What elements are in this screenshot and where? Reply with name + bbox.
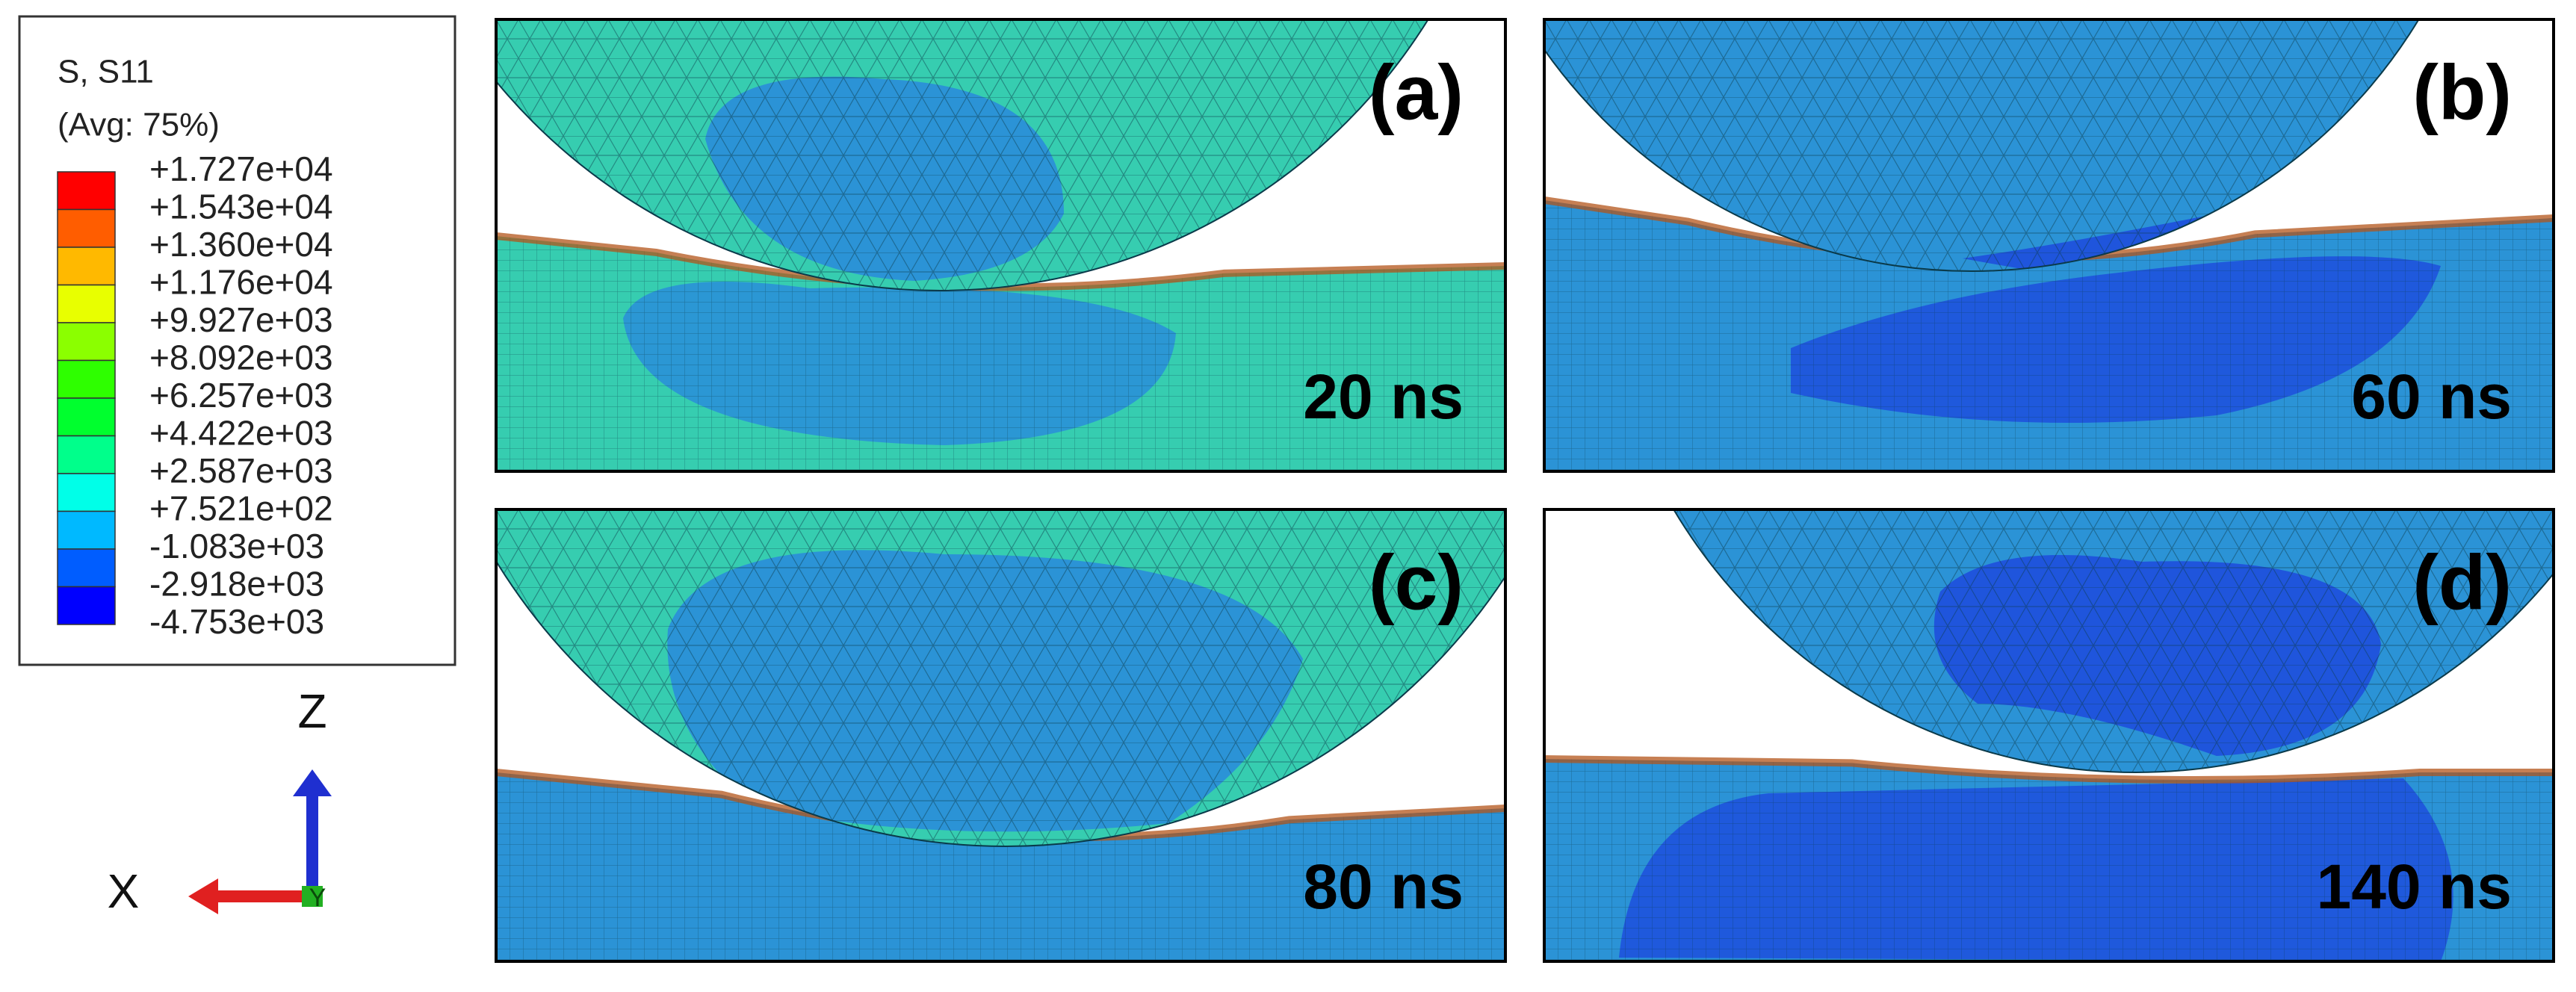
panel-label: (c)	[1369, 539, 1464, 626]
panel-content	[1544, 19, 2554, 471]
legend-label: +8.092e+03	[149, 338, 333, 377]
panel-content	[496, 19, 1505, 471]
legend-swatch	[57, 586, 116, 625]
substrate-mesh	[1544, 200, 2554, 471]
sphere-mesh	[1544, 19, 2420, 272]
time-label: 140 ns	[2316, 852, 2512, 922]
legend-swatch	[57, 397, 116, 437]
legend-label: +6.257e+03	[149, 376, 333, 415]
legend-label: +1.727e+04	[149, 149, 333, 188]
legend-subtitle: (Avg: 75%)	[58, 107, 220, 143]
surface-layer	[1544, 755, 2554, 784]
z-label: Z	[297, 684, 326, 738]
panel-label: (b)	[2412, 49, 2512, 136]
x-arrow-head	[188, 878, 218, 914]
panel-content	[1544, 509, 2554, 961]
panel: (a) 20 ns	[495, 18, 1507, 473]
sphere-mesh	[496, 19, 1429, 291]
legend-label: -1.083e+03	[149, 527, 324, 565]
substrate-mesh	[496, 236, 1505, 471]
panel-frame	[495, 18, 1507, 473]
axis-triad: Z X Y	[108, 684, 332, 918]
panel-content	[496, 509, 1505, 961]
panel: (b) 60 ns	[1543, 18, 2555, 473]
substrate-mesh	[496, 772, 1505, 961]
panel-frame	[495, 508, 1507, 963]
legend-swatch	[57, 548, 116, 588]
panel-label: (d)	[2412, 539, 2512, 626]
panel-frame	[1543, 508, 2555, 963]
legend-swatch	[57, 435, 116, 474]
legend-label: +7.521e+02	[149, 489, 333, 528]
sphere-mesh	[496, 509, 1505, 847]
legend-swatch	[57, 359, 116, 399]
legend-swatch	[57, 510, 116, 550]
legend-label: +1.360e+04	[149, 225, 333, 264]
legend-label: -2.918e+03	[149, 565, 324, 604]
legend-label: +1.543e+04	[149, 187, 333, 226]
panels: (a) 20 ns (b) 60 ns (c) 80 ns (d) 140 ns	[495, 18, 2555, 963]
time-label: 80 ns	[1303, 852, 1464, 922]
y-label: Y	[309, 884, 326, 912]
x-label: X	[108, 864, 140, 918]
legend-label: +1.176e+04	[149, 263, 333, 302]
legend-title: S, S11	[58, 54, 154, 90]
legend-swatch	[57, 208, 116, 248]
legend-swatch	[57, 247, 116, 286]
legend-swatch	[57, 322, 116, 362]
legend-scale: +1.727e+04+1.543e+04+1.360e+04+1.176e+04…	[57, 149, 333, 641]
legend-label: +4.422e+03	[149, 414, 333, 453]
panel: (d) 140 ns	[1543, 508, 2555, 963]
legend-swatch	[57, 171, 116, 211]
legend-swatch	[57, 284, 116, 323]
y-axis-marker	[302, 886, 323, 907]
substrate-mesh	[1544, 759, 2554, 961]
z-arrow-head	[293, 769, 332, 796]
legend-label: -4.753e+03	[149, 602, 324, 641]
time-label: 20 ns	[1303, 362, 1464, 432]
panel-label: (a)	[1369, 49, 1464, 136]
legend-label: +9.927e+03	[149, 300, 333, 339]
legend-swatch	[57, 473, 116, 512]
sphere-mesh	[1673, 509, 2554, 773]
time-label: 60 ns	[2351, 362, 2512, 432]
panel-frame	[1543, 18, 2555, 473]
panel: (c) 80 ns	[495, 508, 1507, 963]
legend-label: +2.587e+03	[149, 451, 333, 490]
